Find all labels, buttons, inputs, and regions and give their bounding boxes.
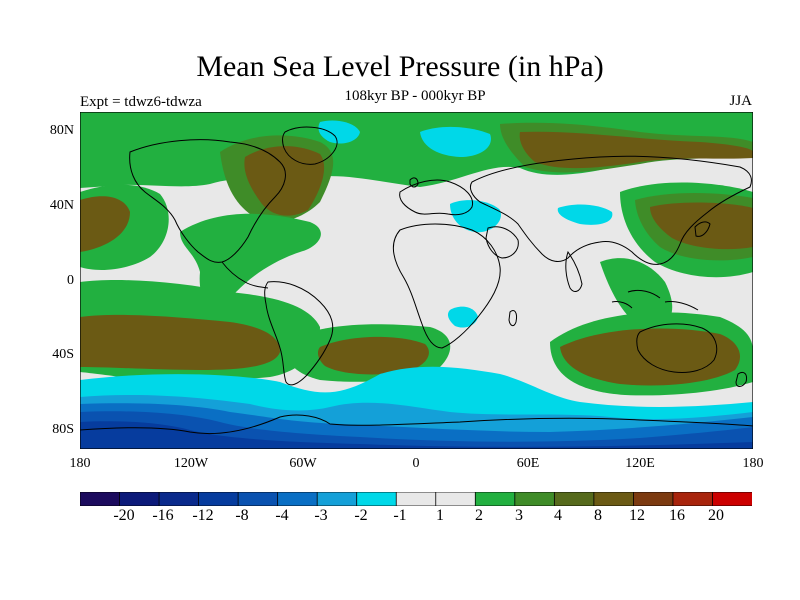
coast-madagascar	[508, 309, 517, 327]
colorbar-swatch	[237, 492, 279, 506]
colorbar-label: 3	[515, 507, 523, 524]
colorbar-label: -4	[275, 507, 289, 524]
coast-australia	[636, 323, 718, 373]
colorbar-label: -1	[393, 507, 407, 524]
colorbar-label: 1	[436, 507, 444, 524]
lat-tick-40n: 40N	[49, 198, 74, 213]
figure-title: Mean Sea Level Pressure (in hPa)	[196, 50, 604, 83]
colorbar-label: 16	[669, 507, 685, 524]
coast-greenland	[282, 126, 338, 165]
coast-africa	[392, 223, 501, 349]
colorbar-label: 8	[594, 507, 602, 524]
colorbar-swatch	[672, 492, 714, 506]
colorbar-swatch	[593, 492, 635, 506]
coast-new-zealand	[735, 371, 747, 387]
lon-tick-180w: 180	[69, 456, 91, 471]
figure-subtitle: 108kyr BP - 000kyr BP	[344, 88, 486, 104]
cyan-patch-greenland	[318, 120, 360, 144]
colorbar-label: -20	[113, 507, 135, 524]
south-atlantic-brown	[317, 336, 429, 375]
colorbar-label: -2	[354, 507, 368, 524]
atlantic-green-tongue	[180, 213, 321, 313]
colorbar-label: -12	[192, 507, 214, 524]
colorbar-label: 12	[629, 507, 645, 524]
coast-arabia	[485, 226, 519, 259]
coast-asia	[469, 155, 752, 265]
colorbar-swatch	[712, 492, 752, 506]
colorbar-swatch	[633, 492, 674, 506]
colorbar-label: 2	[475, 507, 483, 524]
coast-uk	[409, 177, 419, 188]
cyan-patch-africa	[447, 306, 478, 328]
colorbar-swatch	[356, 492, 398, 506]
pressure-map	[80, 112, 753, 449]
lon-tick-0: 0	[412, 456, 420, 471]
colorbar-swatch	[316, 492, 358, 506]
colorbar-swatch	[553, 492, 595, 506]
coast-indonesia	[611, 289, 699, 311]
colorbar-swatch	[474, 492, 516, 506]
colorbar-swatch	[435, 492, 477, 506]
coast-central-america	[221, 261, 269, 289]
colorbar-swatch	[395, 492, 437, 506]
lat-tick-80n: 80N	[49, 123, 74, 138]
lat-tick-0: 0	[67, 273, 74, 288]
cyan-patch-asia	[557, 204, 613, 225]
colorbar-label: 20	[708, 507, 724, 524]
lon-tick-120e: 120E	[625, 456, 655, 471]
lat-tick-80s: 80S	[52, 422, 74, 437]
colorbar-swatch	[277, 492, 319, 506]
colorbar-label: 4	[554, 507, 562, 524]
colorbar-swatch	[158, 492, 200, 506]
southern-blue-ant	[80, 421, 753, 449]
lon-tick-60w: 60W	[289, 456, 317, 471]
season-label: JJA	[729, 93, 752, 109]
lon-tick-60e: 60E	[516, 456, 540, 471]
lat-tick-40s: 40S	[52, 347, 74, 362]
coast-south-america	[264, 281, 334, 386]
colorbar-label: -3	[314, 507, 328, 524]
coastlines	[80, 126, 753, 435]
colorbar-swatch	[198, 492, 240, 506]
colorbar-label: -16	[152, 507, 174, 524]
colorbar-swatch	[80, 492, 121, 506]
colorbar	[80, 492, 752, 506]
colorbar-swatch	[119, 492, 160, 506]
coast-europe	[399, 179, 474, 216]
experiment-label: Expt = tdwz6-tdwza	[80, 94, 202, 110]
lon-tick-180e: 180	[742, 456, 764, 471]
cyan-patch-europe	[450, 200, 501, 233]
cyan-patch-arctic	[420, 126, 491, 157]
colorbar-label: -8	[235, 507, 249, 524]
coast-north-america	[129, 139, 286, 263]
south-pacific-brown	[80, 314, 280, 370]
coast-antarctica	[80, 414, 753, 435]
coast-japan	[694, 221, 711, 237]
colorbar-swatch	[514, 492, 556, 506]
lon-tick-120w: 120W	[173, 456, 209, 471]
npac-west-brown	[650, 202, 753, 250]
npac-east-brown	[80, 196, 130, 252]
coast-india	[565, 250, 583, 292]
